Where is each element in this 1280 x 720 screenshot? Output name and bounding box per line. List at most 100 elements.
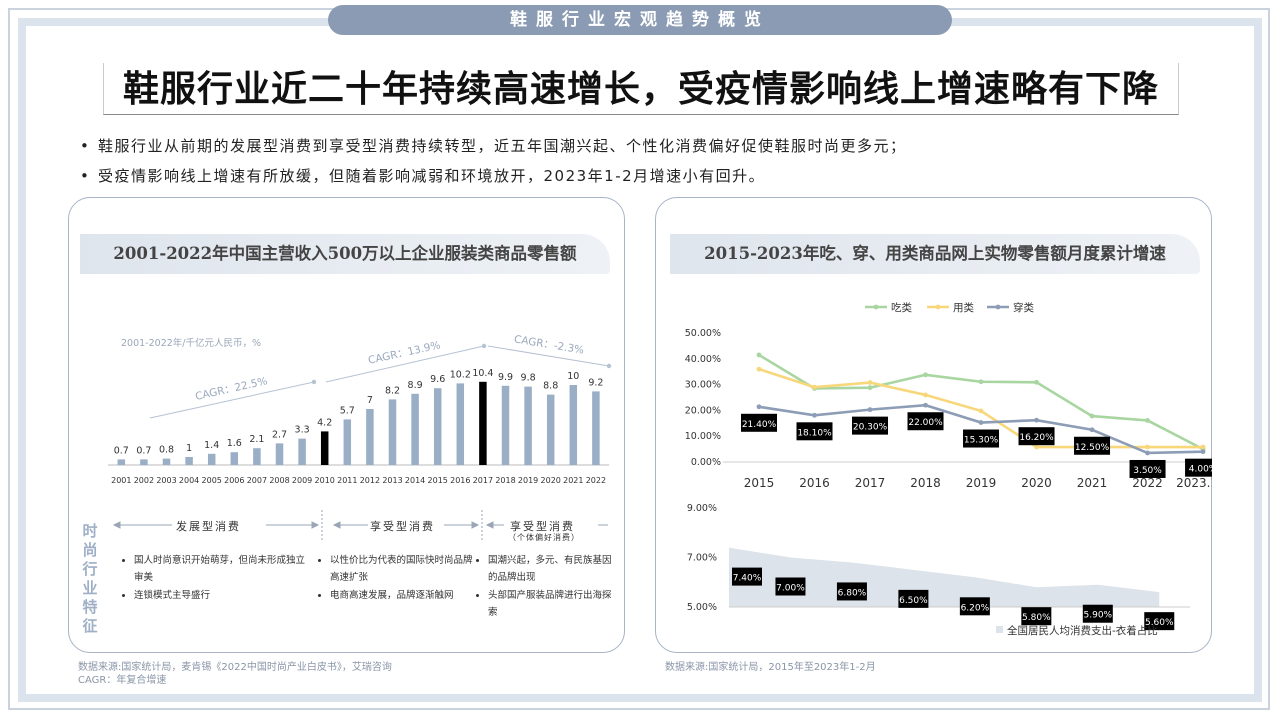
bar-label-2004: 2004: [179, 476, 199, 485]
line-xlabel-6: 2021: [1077, 476, 1108, 490]
bar-label-2005: 2005: [202, 476, 222, 485]
cagr-arrow-head-3: [606, 363, 612, 369]
line-point-1-2: [867, 380, 873, 385]
bar-label-2013: 2013: [382, 476, 402, 485]
cagr-arrow-1: [149, 381, 315, 419]
area-label-box-5: [1021, 607, 1052, 626]
area-label-box-7: [1144, 612, 1175, 631]
bar-2016: [456, 383, 465, 465]
area-label-box-0: [732, 567, 762, 586]
bar-value-2019: 9.8: [521, 373, 536, 384]
bar-value-2011: 5.7: [340, 405, 355, 416]
bar-value-2005: 1.4: [204, 440, 219, 451]
area-data-label-7: 5.60%: [1145, 618, 1174, 628]
stage-1-name: 发展型消费: [176, 520, 241, 533]
line-xlabel-0: 2015: [744, 476, 775, 490]
line-xlabel-2: 2017: [855, 476, 886, 490]
bar-2001: [117, 459, 126, 465]
bar-unit-note: 2001-2022年/千亿元人民币，%: [121, 337, 261, 349]
bullet-2: • 受疫情影响线上增速有所放缓，但随着影响减弱和环境放开，2023年1-2月增速小…: [80, 167, 766, 185]
bar-value-2020: 8.8: [543, 381, 558, 392]
bar-label-2017: 2017: [473, 476, 493, 485]
line-ytick-0: 50.00%: [685, 328, 721, 339]
line-point-1-0: [756, 366, 762, 372]
cagr-label-3: CAGR：-2.3%: [513, 333, 585, 356]
area-label-box-4: [959, 597, 990, 616]
cagr-label-2: CAGR：13.9%: [367, 339, 441, 367]
left-source-line-2: CAGR：年复合增速: [78, 675, 167, 686]
feature-label: 时尚行业特征: [82, 522, 98, 635]
area-data-label-4: 6.20%: [961, 603, 990, 613]
line-data-label-2: 20.30%: [853, 423, 888, 433]
line-data-label-7: 3.50%: [1133, 466, 1162, 476]
bar-label-2009: 2009: [292, 476, 312, 485]
line-label-box-0: [741, 413, 777, 432]
line-point-1-4: [978, 408, 984, 414]
bar-value-2017: 10.4: [472, 368, 493, 379]
line-point-2-6: [1089, 427, 1095, 433]
line-xlabel-3: 2018: [910, 476, 941, 490]
area-label-box-2: [836, 582, 867, 601]
area-label-box-3: [898, 589, 929, 608]
line-xlabel-1: 2016: [799, 476, 830, 490]
line-ytick-4: 10.00%: [685, 431, 721, 442]
legend-label-1: 用类: [953, 301, 974, 314]
line-point-1-8: [1200, 444, 1206, 450]
bar-label-2014: 2014: [405, 476, 425, 485]
bar-label-2006: 2006: [224, 476, 244, 485]
bar-2002: [140, 459, 148, 465]
line-point-1-3: [923, 392, 928, 398]
line-label-box-3: [907, 412, 944, 431]
line-xlabel-7: 2022: [1132, 476, 1163, 490]
bar-value-2009: 3.3: [295, 425, 310, 436]
line-chart: 50.00% 40.00% 30.00% 20.00% 10.00% 0.00% 2015 2…: [685, 301, 1212, 490]
stage-2-points: 以性价比为代表的国际快时尚品牌高速扩张 电商高速发展，品牌逐渐触网: [308, 552, 478, 605]
line-point-2-5: [1034, 417, 1039, 423]
area-data-label-6: 5.90%: [1084, 611, 1113, 621]
bar-label-2001: 2001: [111, 476, 131, 485]
bar-2009: [298, 438, 306, 465]
bar-2004: [185, 457, 193, 465]
bar-2012: [366, 409, 374, 465]
stage-3-point-1: 国潮兴起，多元、有民族基因的品牌出现: [488, 552, 616, 586]
bar-value-2008: 2.7: [272, 429, 287, 440]
area-data-label-2: 6.80%: [838, 588, 867, 598]
bar-label-2021: 2021: [563, 476, 583, 485]
bar-value-2015: 9.6: [430, 374, 445, 385]
line-label-box-2: [852, 416, 889, 435]
bar-2017: [479, 381, 487, 465]
area-ytick-1: 7.00%: [687, 553, 717, 564]
left-panel-title: 2001-2022年中国主营收入500万以上企业服装类商品零售额: [80, 234, 610, 274]
bar-label-2012: 2012: [360, 476, 380, 485]
stage-3-points: 国潮兴起，多元、有民族基因的品牌出现 头部国产服装品牌进行出海探索: [466, 552, 616, 622]
bar-2003: [162, 458, 171, 465]
bar-label-2002: 2002: [134, 476, 154, 485]
cagr-arrow-2: [325, 345, 485, 383]
line-point-0-0: [756, 352, 762, 358]
area-data-label-5: 5.80%: [1022, 613, 1051, 623]
line-point-2-0: [756, 404, 762, 410]
area-label-box-1: [775, 577, 806, 596]
area-data-label-1: 7.00%: [776, 584, 805, 594]
cagr-label-1: CAGR：22.5%: [194, 375, 268, 403]
bar-label-2010: 2010: [315, 476, 335, 485]
bar-value-2021: 10: [567, 371, 579, 382]
stage-1-points: 国人时尚意识开始萌芽，但尚未形成独立审美 连锁模式主导盛行: [112, 552, 312, 605]
area-legend-swatch: [996, 626, 1003, 633]
bar-value-2007: 2.1: [249, 434, 264, 445]
left-source-line-1: 数据来源:国家统计局，麦肯锡《2022中国时尚产业白皮书》，艾瑞咨询: [78, 662, 392, 673]
left-source: 数据来源:国家统计局，麦肯锡《2022中国时尚产业白皮书》，艾瑞咨询 CAGR：…: [78, 661, 392, 687]
stage-3-name: 享受型消费: [510, 520, 575, 533]
line-ytick-1: 40.00%: [685, 354, 721, 365]
bar-2022: [592, 391, 600, 465]
bar-label-2003: 2003: [156, 476, 176, 485]
bar-value-2010: 4.2: [317, 417, 332, 428]
line-label-box-8: [1185, 458, 1212, 477]
bar-value-2003: 0.8: [159, 445, 174, 456]
line-point-0-7: [1145, 418, 1150, 423]
stage-3-point-2: 头部国产服装品牌进行出海探索: [488, 587, 616, 621]
line-data-label-6: 12.50%: [1075, 443, 1110, 453]
legend-marker-0: [873, 304, 879, 310]
bar-label-2018: 2018: [495, 476, 515, 485]
bar-value-2002: 0.7: [136, 445, 151, 456]
